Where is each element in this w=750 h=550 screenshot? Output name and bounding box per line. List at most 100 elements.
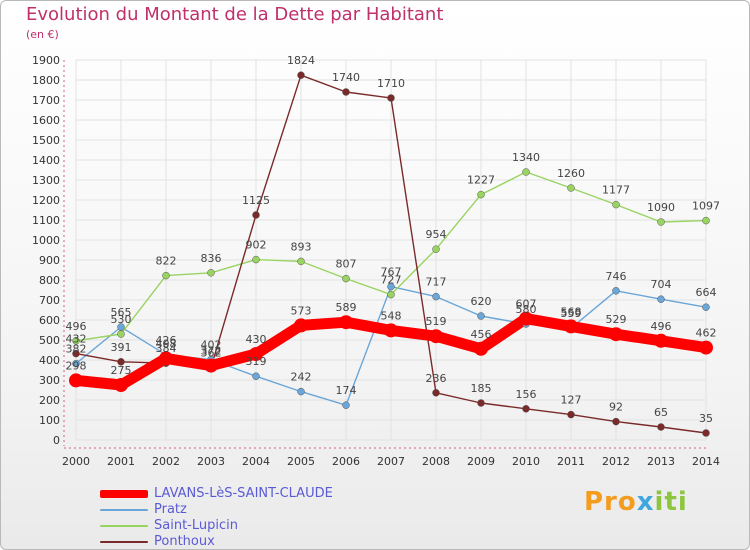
x-tick-label: 2003 [197, 455, 225, 468]
data-label: 746 [606, 270, 627, 283]
data-label: 496 [66, 320, 87, 333]
y-tick-label: 1700 [32, 94, 60, 107]
data-point [612, 287, 620, 295]
data-label: 35 [699, 412, 713, 425]
data-label: 822 [156, 255, 177, 268]
legend-item: Saint-Lupicin [100, 518, 400, 534]
data-label: 573 [291, 304, 312, 317]
data-point [657, 295, 665, 303]
data-point [117, 330, 125, 338]
data-label: 893 [291, 240, 312, 253]
data-label: 717 [426, 276, 447, 289]
data-point [432, 389, 440, 397]
legend-label: Pratz [154, 502, 187, 517]
data-point [657, 423, 665, 431]
data-label: 174 [336, 384, 357, 397]
data-label: 430 [246, 333, 267, 346]
data-label: 727 [381, 274, 402, 287]
data-label: 607 [516, 298, 537, 311]
legend-swatch [100, 541, 148, 543]
data-point [249, 347, 263, 361]
data-point [294, 318, 308, 333]
proxiti-logo: Proxiti [584, 487, 688, 517]
data-point [339, 315, 353, 330]
data-point [654, 333, 668, 348]
x-tick-label: 2007 [377, 455, 405, 468]
data-label: 1260 [557, 167, 585, 180]
data-label: 1740 [332, 71, 360, 84]
data-label: 620 [471, 295, 492, 308]
x-tick-label: 2014 [692, 455, 720, 468]
x-tick-label: 2008 [422, 455, 450, 468]
data-point [522, 168, 530, 176]
data-point [297, 71, 305, 79]
data-point [387, 290, 395, 299]
data-label: 664 [696, 286, 717, 299]
data-point [297, 387, 305, 396]
x-tick-label: 2005 [287, 455, 315, 468]
data-label: 954 [426, 228, 447, 241]
data-label: 1824 [287, 54, 315, 67]
data-label: 156 [516, 388, 537, 401]
data-point [252, 211, 260, 219]
x-tick-label: 2006 [332, 455, 360, 468]
data-label: 1097 [692, 200, 720, 213]
data-label: 382 [66, 343, 87, 356]
data-label: 1090 [647, 201, 675, 214]
data-label: 426 [156, 334, 177, 347]
y-tick-label: 1900 [32, 54, 60, 67]
data-point [69, 373, 83, 388]
data-label: 1177 [602, 184, 630, 197]
data-label: 402 [201, 339, 222, 352]
data-point [699, 340, 713, 355]
legend: LAVANS-LèS-SAINT-CLAUDE Pratz Saint-Lupici… [100, 486, 400, 550]
y-tick-label: 1100 [32, 214, 60, 227]
data-label: 462 [696, 327, 717, 340]
data-point [477, 312, 485, 320]
x-tick-label: 2009 [467, 455, 495, 468]
data-label: 836 [201, 252, 222, 265]
data-label: 372 [201, 345, 222, 358]
y-tick-label: 900 [39, 254, 60, 267]
x-tick-label: 2001 [107, 455, 135, 468]
legend-item: LAVANS-LèS-SAINT-CLAUDE [100, 486, 400, 502]
data-label: 65 [654, 406, 668, 419]
data-point [252, 255, 260, 264]
x-tick-label: 2013 [647, 455, 675, 468]
data-label: 580 [516, 303, 537, 316]
y-tick-label: 0 [53, 434, 60, 447]
chart-title: Evolution du Montant de la Dette par Hab… [26, 4, 444, 25]
data-label: 807 [336, 258, 357, 271]
data-point [519, 311, 533, 326]
data-label: 589 [336, 301, 357, 314]
y-tick-label: 1500 [32, 134, 60, 147]
y-tick-label: 200 [39, 394, 60, 407]
y-tick-label: 1300 [32, 174, 60, 187]
data-point [204, 358, 218, 373]
x-tick-label: 2004 [242, 455, 270, 468]
data-label: 559 [561, 307, 582, 320]
data-point [159, 351, 173, 366]
data-point [609, 327, 623, 342]
data-label: 902 [246, 239, 267, 252]
legend-item: Pratz [100, 502, 400, 518]
data-label: 1227 [467, 174, 495, 187]
y-tick-label: 400 [39, 354, 60, 367]
legend-swatch [100, 490, 148, 498]
data-point [477, 399, 485, 407]
data-point [117, 358, 125, 366]
data-label: 704 [651, 278, 672, 291]
data-point [114, 378, 128, 392]
data-point [702, 216, 710, 225]
data-point [702, 303, 710, 311]
y-tick-label: 1800 [32, 74, 60, 87]
data-point [657, 218, 665, 226]
legend-swatch [100, 525, 148, 527]
data-label: 236 [426, 372, 447, 385]
data-point [564, 319, 578, 334]
data-point [342, 88, 350, 96]
data-point [162, 271, 170, 280]
legend-swatch [100, 509, 148, 511]
